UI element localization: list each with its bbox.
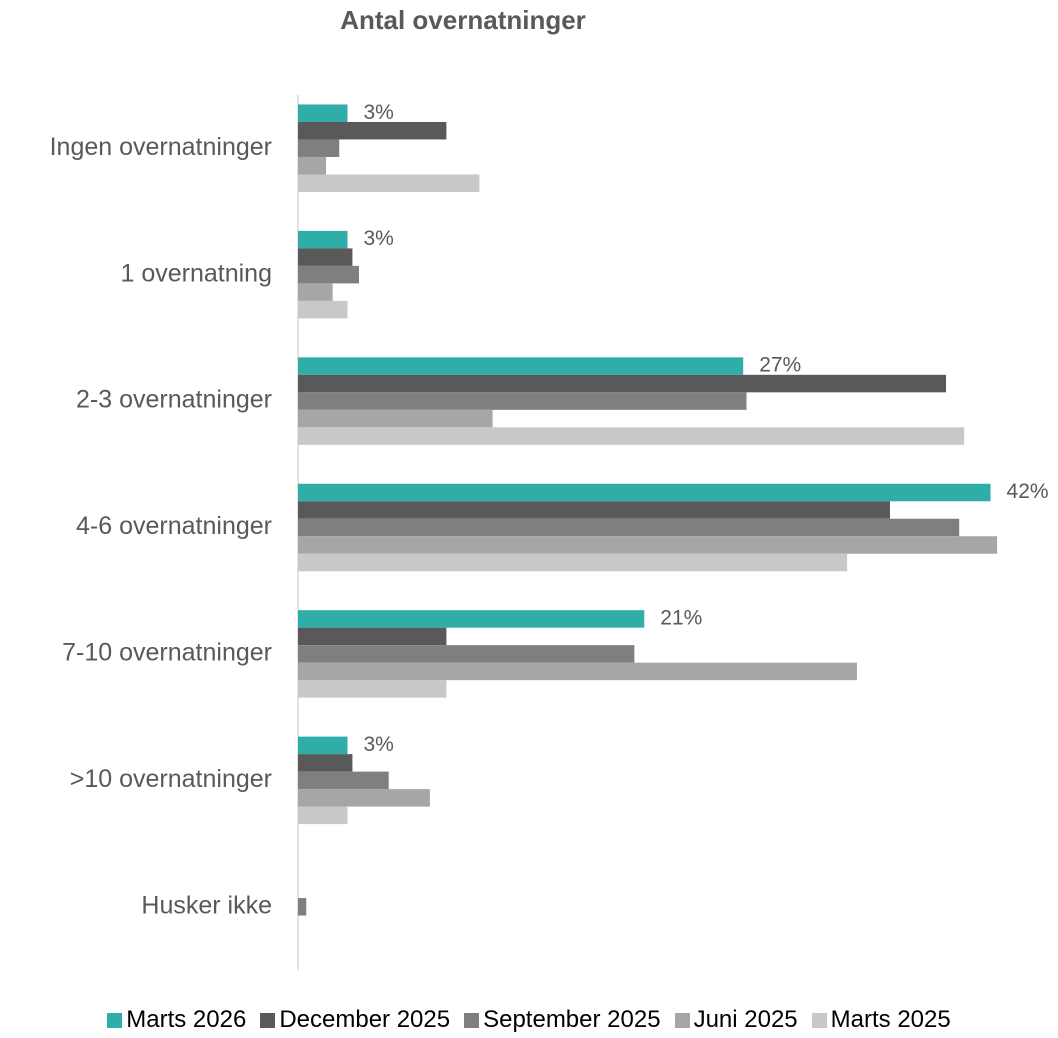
chart: Antal overnatninger Ingen overnatninger 3… <box>50 5 1049 970</box>
bar <box>298 139 340 157</box>
legend-item: September 2025 <box>464 1006 661 1034</box>
bar <box>298 357 744 375</box>
bar <box>298 300 348 319</box>
data-label: 3% <box>363 101 393 124</box>
bar <box>298 680 447 698</box>
category-label: 1 overnatning <box>120 259 272 287</box>
bar <box>298 754 353 772</box>
legend-swatch <box>811 1012 827 1028</box>
legend-label: December 2025 <box>279 1006 451 1033</box>
bar <box>298 104 348 122</box>
legend-item: Marts 2025 <box>811 1006 951 1034</box>
category-label: Husker ikke <box>141 891 272 919</box>
bar <box>298 427 965 445</box>
legend-swatch <box>107 1012 123 1028</box>
category-label: 7-10 overnatninger <box>62 639 272 667</box>
legend-item: December 2025 <box>260 1006 450 1034</box>
legend: Marts 2026 December 2025 September 2025 Jun… <box>0 1006 1058 1034</box>
category-label: >10 overnatninger <box>70 765 272 793</box>
legend-label: Juni 2025 <box>693 1006 798 1033</box>
category-label: 2-3 overnatninger <box>76 386 272 414</box>
data-label: 42% <box>1007 480 1049 503</box>
chart-title: Antal overnatninger <box>340 5 586 35</box>
bar <box>298 771 389 790</box>
bar <box>298 789 430 807</box>
bar <box>298 736 348 755</box>
bar <box>298 518 960 537</box>
legend-swatch <box>464 1012 480 1028</box>
bar <box>298 121 447 140</box>
bar <box>298 374 947 393</box>
legend-label: Marts 2026 <box>126 1006 247 1033</box>
bar <box>298 248 353 266</box>
bar <box>298 409 493 428</box>
bar <box>298 553 848 572</box>
bar <box>298 898 307 916</box>
bar <box>298 174 480 192</box>
legend-swatch <box>674 1012 690 1028</box>
bar <box>298 610 645 628</box>
category-label: 4-6 overnatninger <box>76 512 272 540</box>
legend-swatch <box>260 1012 276 1028</box>
data-label: 27% <box>759 354 801 377</box>
data-label: 3% <box>363 733 393 756</box>
bar <box>298 283 333 301</box>
bar <box>298 806 348 825</box>
bar <box>298 156 327 175</box>
bar <box>298 662 857 681</box>
data-label: 21% <box>660 606 702 629</box>
legend-label: Marts 2025 <box>830 1006 951 1033</box>
category-label: Ingen overnatninger <box>50 133 272 161</box>
legend-label: September 2025 <box>483 1006 661 1033</box>
bar <box>298 501 890 519</box>
legend-item: Marts 2026 <box>107 1006 246 1034</box>
bar <box>298 645 635 663</box>
bar <box>298 230 348 249</box>
bar <box>298 627 447 646</box>
data-label: 3% <box>363 227 393 250</box>
bar <box>298 483 991 502</box>
legend-item: Juni 2025 <box>674 1006 798 1034</box>
bar <box>298 536 998 554</box>
bar <box>298 392 747 410</box>
bar <box>298 265 360 284</box>
